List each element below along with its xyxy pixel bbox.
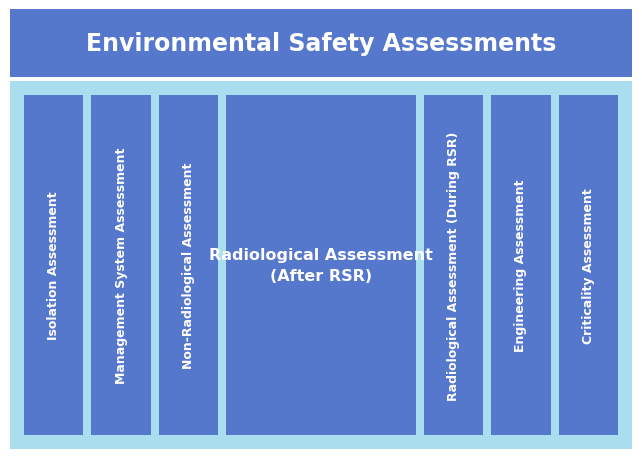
Bar (159, 96, 218, 435)
Bar (10, 82, 632, 449)
Text: Non-Radiological Assessment: Non-Radiological Assessment (182, 162, 195, 369)
Bar (226, 96, 416, 435)
Bar (10, 10, 632, 78)
Bar (91, 96, 151, 435)
Text: Criticality Assessment: Criticality Assessment (582, 188, 595, 343)
Text: Environmental Safety Assessments: Environmental Safety Assessments (86, 32, 556, 56)
Bar (424, 96, 483, 435)
Bar (24, 96, 83, 435)
Text: Radiological Assessment
(After RSR): Radiological Assessment (After RSR) (209, 247, 433, 283)
Bar (559, 96, 618, 435)
Text: Engineering Assessment: Engineering Assessment (514, 179, 528, 352)
Bar (491, 96, 551, 435)
Text: Management System Assessment: Management System Assessment (114, 147, 128, 383)
Text: Radiological Assessment (During RSR): Radiological Assessment (During RSR) (447, 131, 460, 400)
Text: Isolation Assessment: Isolation Assessment (47, 191, 60, 340)
